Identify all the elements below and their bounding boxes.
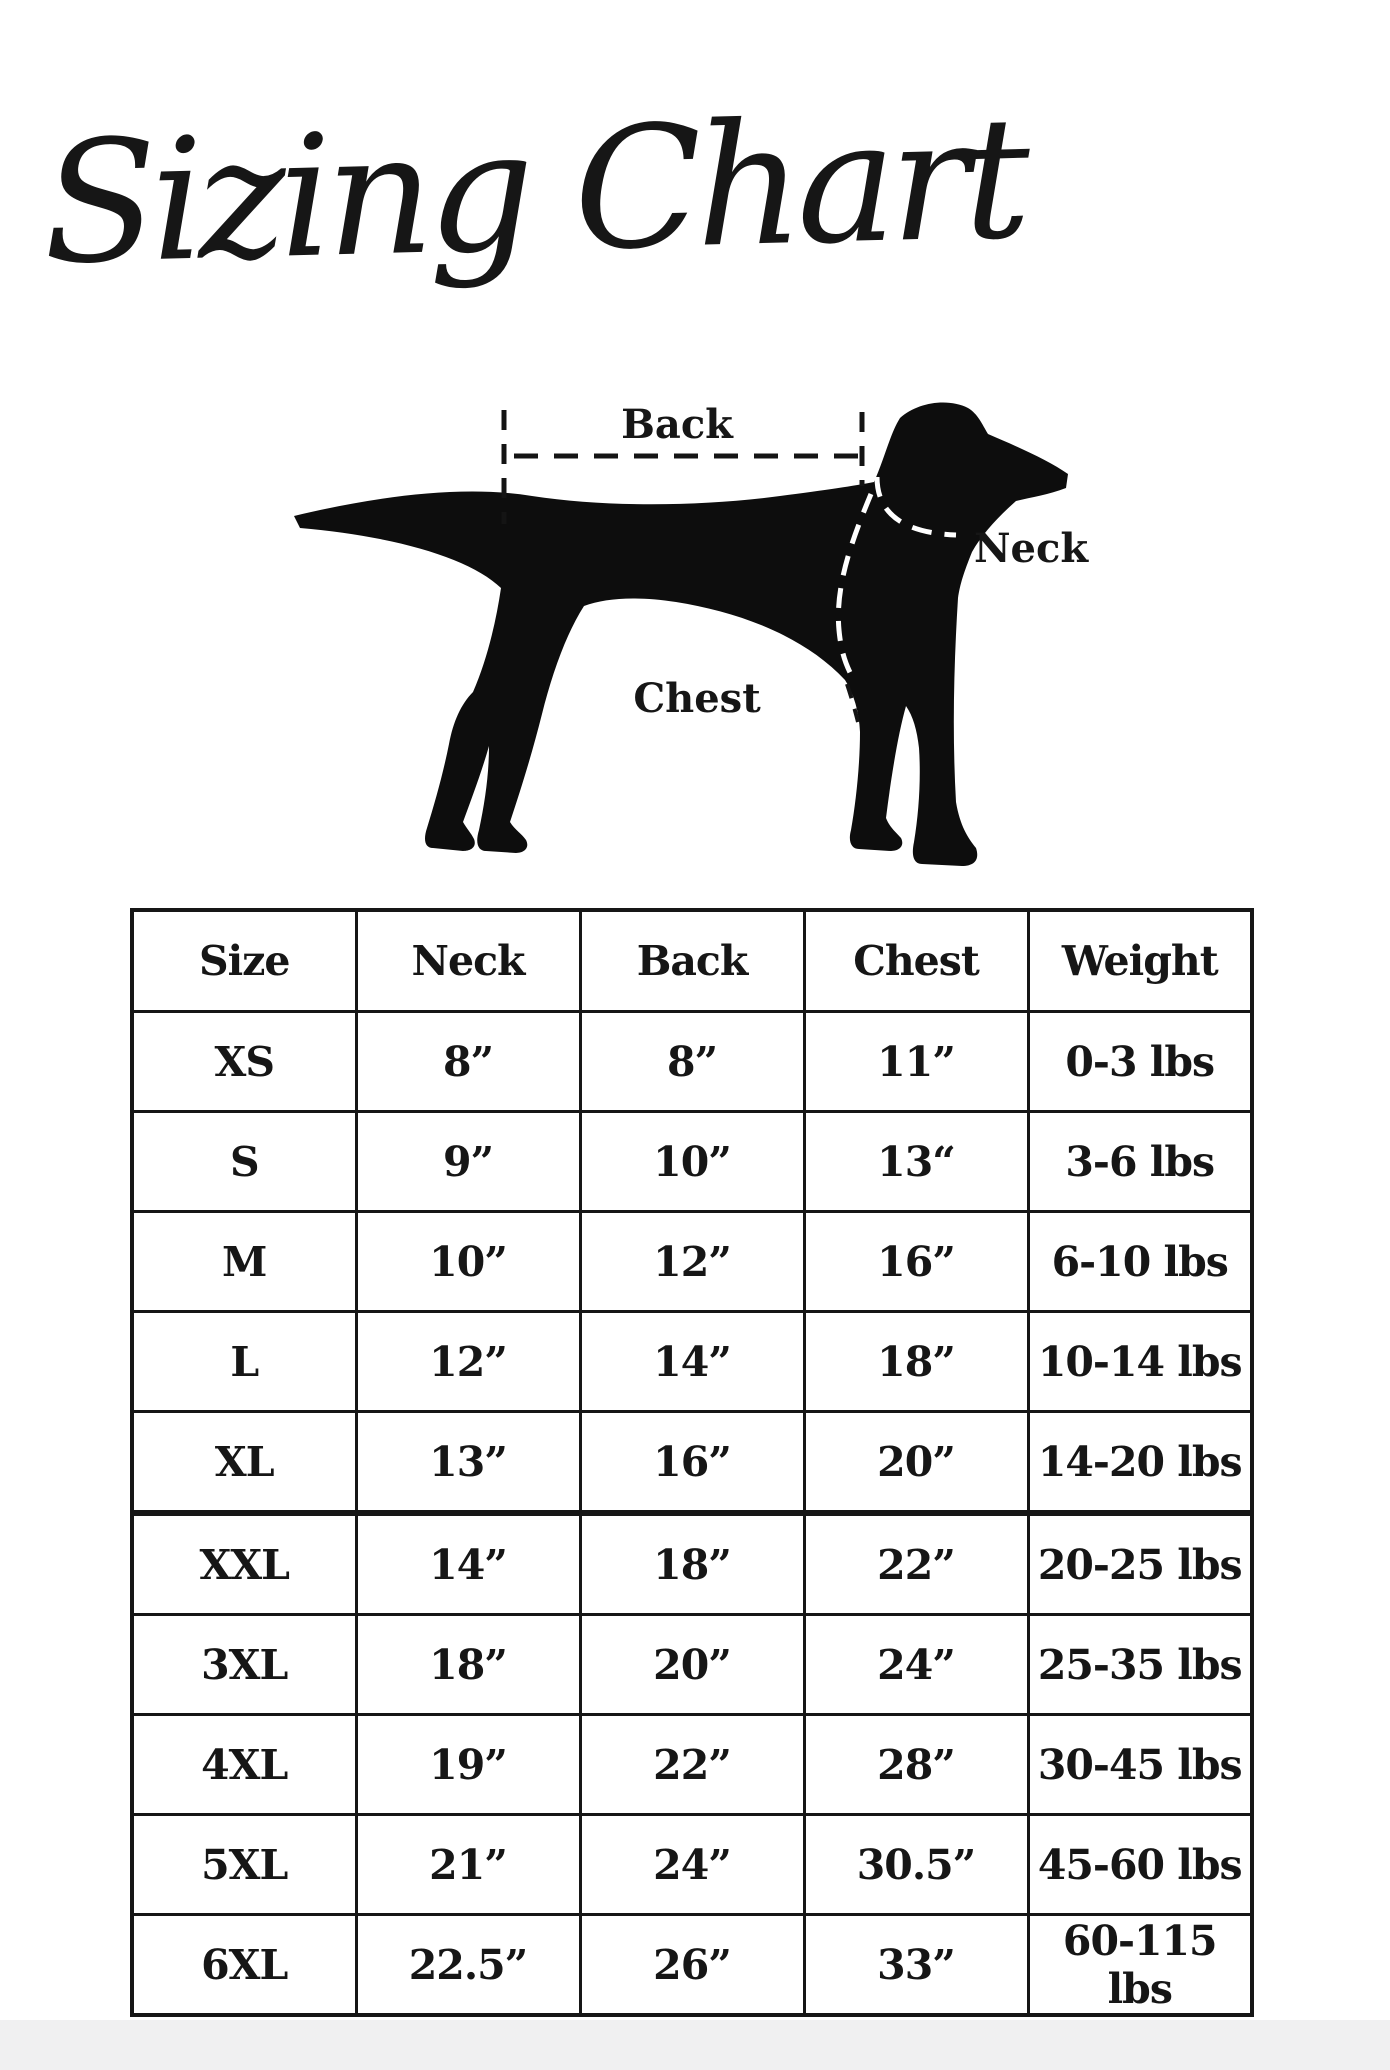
measurement-cell: 12” bbox=[354, 1310, 582, 1413]
measurement-cell: 3-6 lbs bbox=[1026, 1110, 1254, 1213]
size-cell: 3XL bbox=[130, 1613, 358, 1716]
measurement-cell: 12” bbox=[578, 1210, 806, 1313]
back-measure-line bbox=[501, 410, 865, 524]
measurement-cell: 26” bbox=[578, 1913, 806, 2017]
measurement-cell: 0-3 lbs bbox=[1026, 1010, 1254, 1113]
measurement-cell: 30.5” bbox=[802, 1813, 1030, 1916]
column-header: Chest bbox=[802, 908, 1030, 1013]
table-row: XXL 14” 18” 22” 20-25 lbs bbox=[130, 1510, 1254, 1616]
size-cell: 6XL bbox=[130, 1913, 358, 2017]
page-title: Sizing Chart bbox=[40, 80, 1026, 302]
table-row: 4XL 19” 22” 28” 30-45 lbs bbox=[130, 1713, 1254, 1816]
table-row: XS 8” 8” 11” 0-3 lbs bbox=[130, 1010, 1254, 1113]
column-header: Size bbox=[130, 908, 358, 1013]
measurement-cell: 14-20 lbs bbox=[1026, 1410, 1254, 1515]
measurement-cell: 6-10 lbs bbox=[1026, 1210, 1254, 1313]
size-cell: XL bbox=[130, 1410, 358, 1515]
measurement-cell: 10” bbox=[354, 1210, 582, 1313]
measurement-cell: 60-115 lbs bbox=[1026, 1913, 1254, 2017]
measurement-cell: 22” bbox=[578, 1713, 806, 1816]
table-row: M 10” 12” 16” 6-10 lbs bbox=[130, 1210, 1254, 1313]
size-table: Size Neck Back Chest Weight XS 8” 8” 11” 0-3 lbs… bbox=[130, 908, 1254, 2017]
measurement-cell: 20” bbox=[802, 1410, 1030, 1515]
measurement-cell: 33” bbox=[802, 1913, 1030, 2017]
measurement-cell: 13” bbox=[354, 1410, 582, 1515]
measurement-cell: 18” bbox=[578, 1510, 806, 1616]
measurement-cell: 24” bbox=[802, 1613, 1030, 1716]
measurement-cell: 14” bbox=[354, 1510, 582, 1616]
measurement-cell: 22” bbox=[802, 1510, 1030, 1616]
measurement-cell: 25-35 lbs bbox=[1026, 1613, 1254, 1716]
table-row: XL 13” 16” 20” 14-20 lbs bbox=[130, 1410, 1254, 1515]
measurement-cell: 45-60 lbs bbox=[1026, 1813, 1254, 1916]
size-cell: XXL bbox=[130, 1510, 358, 1616]
measurement-cell: 16” bbox=[802, 1210, 1030, 1313]
size-cell: M bbox=[130, 1210, 358, 1313]
measurement-cell: 19” bbox=[354, 1713, 582, 1816]
dog-silhouette-icon bbox=[294, 402, 1068, 866]
chest-measure-line-lower bbox=[845, 683, 860, 723]
table-row: 3XL 18” 20” 24” 25-35 lbs bbox=[130, 1613, 1254, 1716]
table-row: S 9” 10” 13“ 3-6 lbs bbox=[130, 1110, 1254, 1213]
size-cell: L bbox=[130, 1310, 358, 1413]
size-cell: 4XL bbox=[130, 1713, 358, 1816]
column-header: Weight bbox=[1026, 908, 1254, 1013]
measurement-cell: 18” bbox=[802, 1310, 1030, 1413]
back-label: Back bbox=[621, 401, 734, 448]
measurement-cell: 14” bbox=[578, 1310, 806, 1413]
measurement-cell: 10-14 lbs bbox=[1026, 1310, 1254, 1413]
measurement-cell: 28” bbox=[802, 1713, 1030, 1816]
chest-measure-line bbox=[835, 493, 874, 682]
measurement-cell: 10” bbox=[578, 1110, 806, 1213]
dog-measurement-diagram: Back Neck Chest bbox=[270, 382, 1098, 887]
neck-measure-line bbox=[874, 476, 957, 538]
measurement-cell: 24” bbox=[578, 1813, 806, 1916]
size-table-head: Size Neck Back Chest Weight bbox=[130, 908, 1254, 1013]
measurement-cell: 22.5” bbox=[354, 1913, 582, 2017]
measurement-cell: 18” bbox=[354, 1613, 582, 1716]
table-row: 6XL 22.5” 26” 33” 60-115 lbs bbox=[130, 1913, 1254, 2017]
chest-label: Chest bbox=[633, 675, 761, 722]
size-cell: S bbox=[130, 1110, 358, 1213]
measurement-cell: 9” bbox=[354, 1110, 582, 1213]
measurement-cell: 20-25 lbs bbox=[1026, 1510, 1254, 1616]
neck-label: Neck bbox=[974, 525, 1089, 572]
measurement-cell: 11” bbox=[802, 1010, 1030, 1113]
size-table-body: XS 8” 8” 11” 0-3 lbs S 9” 10” 13“ 3-6 lbs M 10” 12” 1… bbox=[130, 1010, 1254, 2017]
size-cell: 5XL bbox=[130, 1813, 358, 1916]
table-row: 5XL 21” 24” 30.5” 45-60 lbs bbox=[130, 1813, 1254, 1916]
size-cell: XS bbox=[130, 1010, 358, 1113]
measurement-cell: 21” bbox=[354, 1813, 582, 1916]
table-row: L 12” 14” 18” 10-14 lbs bbox=[130, 1310, 1254, 1413]
measurement-cell: 30-45 lbs bbox=[1026, 1713, 1254, 1816]
measurement-cell: 8” bbox=[578, 1010, 806, 1113]
measurement-cell: 20” bbox=[578, 1613, 806, 1716]
measurement-cell: 8” bbox=[354, 1010, 582, 1113]
measurement-cell: 13“ bbox=[802, 1110, 1030, 1213]
measurement-cell: 16” bbox=[578, 1410, 806, 1515]
page-bottom-strip bbox=[0, 2020, 1390, 2070]
column-header: Neck bbox=[354, 908, 582, 1013]
size-table-head-row: Size Neck Back Chest Weight bbox=[130, 908, 1254, 1013]
column-header: Back bbox=[578, 908, 806, 1013]
dog-diagram-canvas: Back Neck Chest bbox=[294, 401, 1089, 866]
